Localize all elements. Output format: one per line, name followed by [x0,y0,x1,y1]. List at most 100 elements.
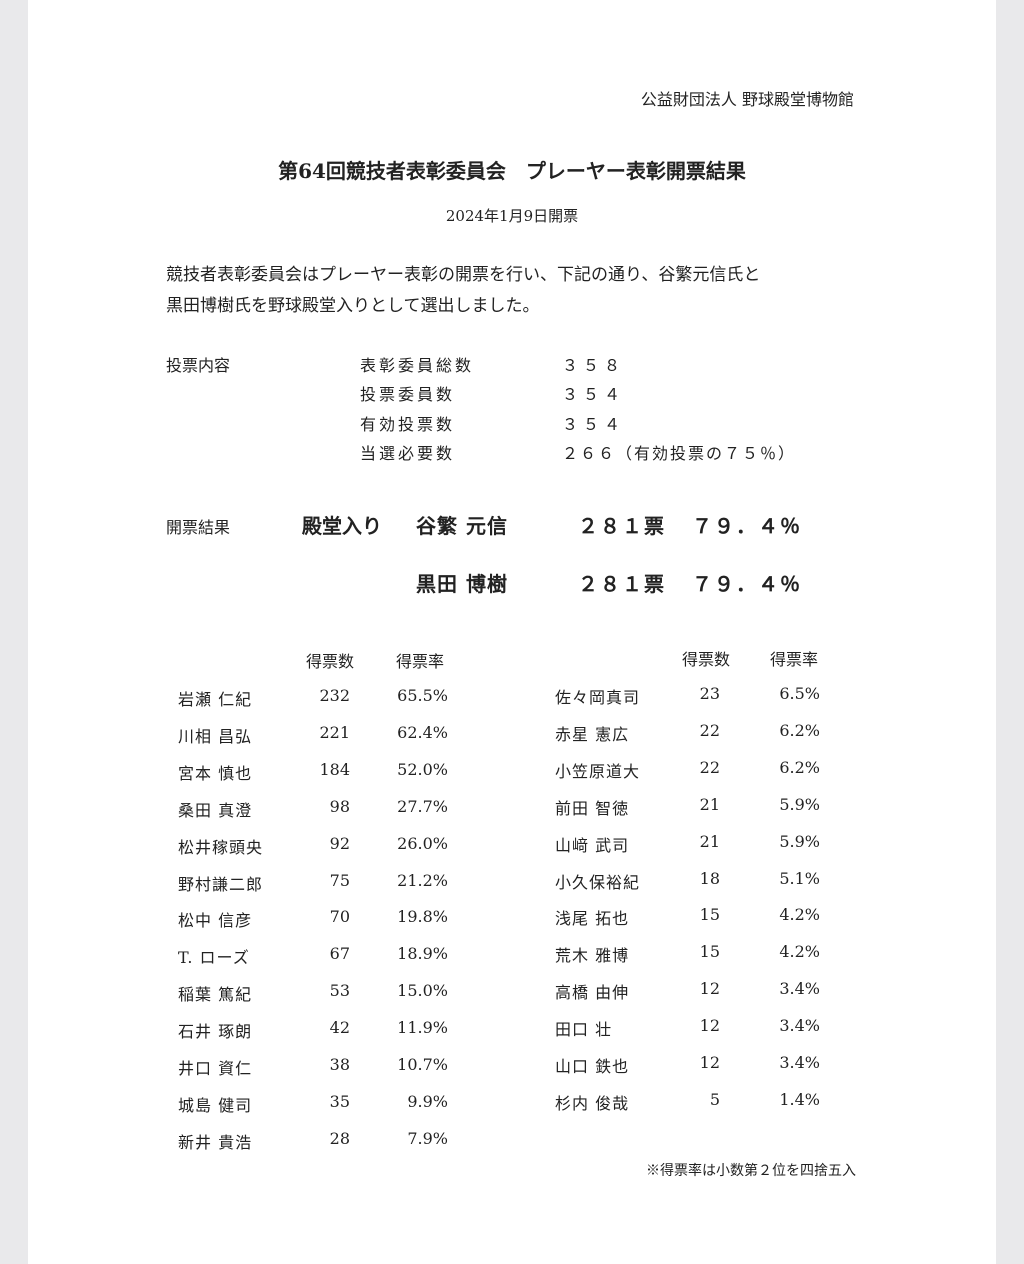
candidate-pct: 11.9% [397,1018,448,1038]
hall-of-fame-status: 殿堂入り [302,514,382,538]
intro-line: 黒田博樹氏を野球殿堂入りとして選出しました。 [166,296,540,316]
candidate-votes: 22 [699,757,720,777]
candidate-pct: 52.0% [397,759,448,779]
candidate-votes: 98 [329,796,350,816]
candidate-name: 小笠原道大 [555,761,641,781]
candidate-name: 山口 鉄也 [555,1057,630,1076]
document-title: 第64回競技者表彰委員会 プレーヤー表彰開票結果 [278,159,746,183]
candidate-name: T. ローズ [178,948,250,968]
candidate-votes: 75 [329,870,350,890]
candidate-votes: 184 [319,759,350,779]
candidate-votes: 92 [329,833,350,853]
candidate-pct: 15.0% [397,981,448,1001]
candidate-name: 山﨑 武司 [555,835,630,855]
results-label: 開票結果 [166,518,231,537]
candidate-name: 新井 貴浩 [178,1132,253,1152]
voting-label: 投票内容 [166,356,231,375]
candidate-pct: 62.4% [397,722,448,742]
candidate-votes: 21 [699,794,720,814]
candidate-pct: 5.1% [779,868,820,888]
candidate-votes: 67 [329,944,350,964]
voting-key: 有効投票数 [360,415,456,434]
candidate-votes: 12 [699,1016,720,1036]
winner-name: 黒田 博樹 [416,572,508,596]
intro-line: 競技者表彰委員会はプレーヤー表彰の開票を行い、下記の通り、谷繁元信氏と [166,265,761,285]
candidate-pct: 3.4% [779,1053,820,1072]
winner-pct: ７９．４％ [692,572,802,596]
pct-header: 得票率 [396,652,445,671]
candidate-name: 田口 壮 [555,1020,613,1040]
candidate-name: 稲葉 篤紀 [178,985,253,1005]
candidate-name: 井口 資仁 [178,1059,253,1078]
candidate-name: 野村謙二郎 [178,874,264,894]
candidate-pct: 6.2% [779,720,820,740]
voting-key: 表彰委員総数 [360,356,475,375]
candidate-pct: 26.0% [397,833,448,853]
candidate-votes: 22 [699,720,720,740]
candidate-name: 宮本 慎也 [178,763,253,783]
candidate-pct: 5.9% [779,794,820,814]
votes-header: 得票数 [682,650,731,669]
candidate-name: 佐々岡真司 [555,688,641,707]
voting-value: ２６６（有効投票の７５％） [562,444,797,463]
candidate-pct: 10.7% [397,1055,448,1074]
candidate-votes: 12 [699,979,720,999]
winner-name: 谷繁 元信 [416,514,508,538]
candidate-pct: 65.5% [397,686,448,705]
candidate-votes: 15 [699,905,720,925]
pct-header: 得票率 [770,650,819,669]
candidate-name: 松中 信彦 [178,911,253,931]
candidate-name: 高橋 由伸 [555,983,630,1003]
candidate-votes: 12 [699,1053,720,1072]
candidate-pct: 18.9% [397,944,448,964]
candidate-pct: 27.7% [397,796,448,816]
candidate-pct: 9.9% [407,1091,448,1111]
candidate-name: 浅尾 拓也 [555,909,630,929]
document-date: 2024年1月9日開票 [445,207,579,225]
candidate-pct: 4.2% [779,905,820,925]
candidate-pct: 19.8% [397,907,448,927]
candidate-votes: 53 [329,981,350,1001]
candidate-name: 前田 智徳 [555,798,630,818]
candidate-votes: 28 [329,1128,350,1148]
candidate-name: 荒木 雅博 [555,946,630,966]
candidate-name: 杉内 俊哉 [555,1093,630,1113]
candidate-votes: 38 [329,1055,350,1074]
candidate-name: 川相 昌弘 [178,726,253,746]
candidate-name: 岩瀬 仁紀 [178,690,253,709]
candidate-votes: 70 [329,907,350,927]
candidate-votes: 42 [329,1018,350,1038]
candidate-pct: 4.2% [779,942,820,962]
document-page [28,0,996,1264]
winner-pct: ７９．４％ [692,514,802,538]
candidate-pct: 3.4% [779,979,820,999]
candidate-pct: 6.2% [779,757,820,777]
candidate-name: 松井稼頭央 [178,837,264,857]
candidate-votes: 232 [319,686,350,705]
candidate-name: 桑田 真澄 [178,800,253,820]
candidate-pct: 6.5% [779,684,820,703]
candidate-votes: 21 [699,831,720,851]
voting-value: ３５８ [562,356,626,375]
voting-key: 投票委員数 [360,385,456,404]
voting-value: ３５４ [562,385,626,404]
candidate-name: 石井 琢朗 [178,1022,253,1042]
footnote: ※得票率は小数第２位を四捨五入 [646,1163,856,1179]
candidate-pct: 3.4% [779,1016,820,1036]
votes-header: 得票数 [306,652,355,671]
candidate-votes: 221 [319,722,350,742]
candidate-votes: 23 [699,684,720,703]
winner-votes: ２８１票 [578,514,666,538]
candidate-votes: 15 [699,942,720,962]
candidate-votes: 18 [699,868,720,888]
organization-name: 公益財団法人 野球殿堂博物館 [640,90,854,109]
candidate-pct: 21.2% [397,870,448,890]
candidate-name: 城島 健司 [178,1095,253,1115]
winner-votes: ２８１票 [578,572,666,596]
candidate-votes: 5 [709,1089,720,1109]
candidate-pct: 5.9% [779,831,820,851]
candidate-name: 小久保裕紀 [555,872,641,892]
voting-value: ３５４ [562,415,626,434]
candidate-pct: 1.4% [779,1089,820,1109]
candidate-pct: 7.9% [407,1128,448,1148]
